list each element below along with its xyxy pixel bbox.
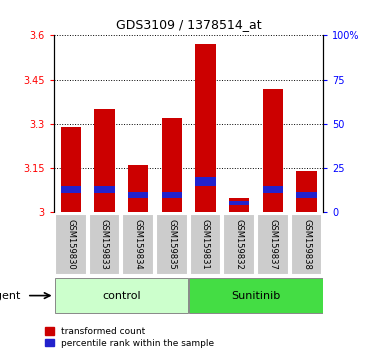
- FancyBboxPatch shape: [156, 214, 187, 275]
- Bar: [94, 186, 115, 193]
- Text: control: control: [102, 291, 141, 301]
- Bar: [196, 177, 216, 186]
- FancyBboxPatch shape: [89, 214, 120, 275]
- FancyBboxPatch shape: [223, 214, 255, 275]
- Bar: [296, 171, 316, 212]
- Bar: [61, 127, 81, 212]
- Text: GSM159832: GSM159832: [235, 219, 244, 270]
- Bar: [263, 88, 283, 212]
- Bar: [229, 198, 249, 212]
- FancyBboxPatch shape: [122, 214, 154, 275]
- Legend: transformed count, percentile rank within the sample: transformed count, percentile rank withi…: [43, 325, 216, 349]
- Bar: [296, 192, 316, 198]
- Bar: [196, 44, 216, 212]
- Text: GSM159833: GSM159833: [100, 219, 109, 270]
- Text: GSM159837: GSM159837: [268, 219, 277, 270]
- Bar: [128, 165, 148, 212]
- FancyBboxPatch shape: [55, 278, 188, 313]
- Bar: [162, 118, 182, 212]
- FancyBboxPatch shape: [291, 214, 322, 275]
- FancyBboxPatch shape: [189, 278, 323, 313]
- Text: agent: agent: [0, 291, 21, 301]
- FancyBboxPatch shape: [55, 214, 87, 275]
- Text: GSM159838: GSM159838: [302, 219, 311, 270]
- FancyBboxPatch shape: [257, 214, 289, 275]
- Bar: [94, 109, 115, 212]
- Bar: [61, 186, 81, 193]
- Bar: [162, 192, 182, 198]
- Title: GDS3109 / 1378514_at: GDS3109 / 1378514_at: [116, 18, 261, 32]
- Text: GSM159831: GSM159831: [201, 219, 210, 270]
- Text: GSM159835: GSM159835: [167, 219, 176, 270]
- Text: GSM159834: GSM159834: [134, 219, 142, 270]
- Text: GSM159830: GSM159830: [66, 219, 75, 270]
- Bar: [229, 201, 249, 205]
- Bar: [263, 186, 283, 193]
- Text: Sunitinib: Sunitinib: [231, 291, 281, 301]
- FancyBboxPatch shape: [190, 214, 221, 275]
- Bar: [128, 192, 148, 198]
